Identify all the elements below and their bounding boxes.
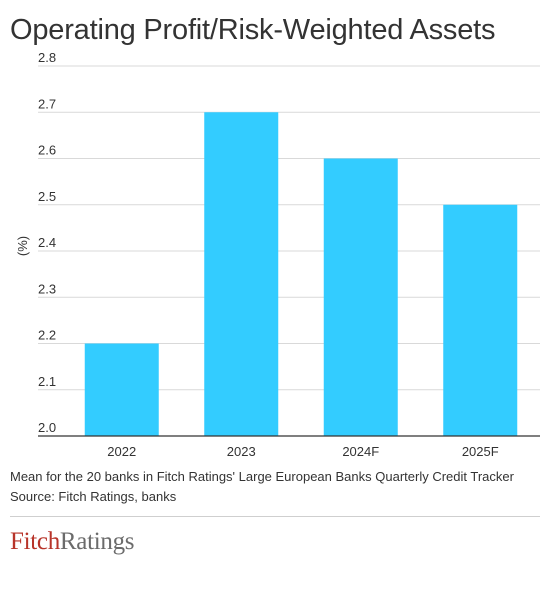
footnote: Mean for the 20 banks in Fitch Ratings' … xyxy=(10,469,514,484)
logo-fitch: Fitch xyxy=(10,528,60,555)
fitch-ratings-logo: FitchRatings xyxy=(10,528,135,556)
x-category-label: 2025F xyxy=(462,444,499,459)
x-axis-categories: 2022 2023 2024F 2025F xyxy=(107,444,498,459)
logo-ratings: Ratings xyxy=(59,528,135,555)
y-tick-label: 2.4 xyxy=(38,235,56,250)
bar-2023 xyxy=(204,112,279,436)
bar-2025f xyxy=(443,204,518,436)
bar-chart: 2.0 2.1 2.2 2.3 2.4 2.5 2.6 2.7 2.8 (%) 2022 2023… xyxy=(15,52,540,459)
y-tick-label: 2.5 xyxy=(38,189,56,204)
y-tick-label: 2.1 xyxy=(38,374,56,389)
y-tick-label: 2.6 xyxy=(38,143,56,158)
bar-2022 xyxy=(84,343,159,436)
y-tick-label: 2.8 xyxy=(38,52,56,65)
y-axis-ticks: 2.0 2.1 2.2 2.3 2.4 2.5 2.6 2.7 2.8 xyxy=(38,52,56,435)
chart-title: Operating Profit/Risk-Weighted Assets xyxy=(10,14,496,46)
divider xyxy=(10,516,540,517)
x-category-label: 2022 xyxy=(107,444,136,459)
y-tick-label: 2.2 xyxy=(38,328,56,343)
x-category-label: 2023 xyxy=(227,444,256,459)
source-note: Source: Fitch Ratings, banks xyxy=(10,489,177,504)
y-tick-label: 2.0 xyxy=(38,420,56,435)
bars xyxy=(84,112,518,436)
bar-2024f xyxy=(323,158,398,436)
y-axis-label: (%) xyxy=(15,236,30,256)
y-tick-label: 2.3 xyxy=(38,281,56,296)
y-tick-label: 2.7 xyxy=(38,96,56,111)
x-category-label: 2024F xyxy=(342,444,379,459)
